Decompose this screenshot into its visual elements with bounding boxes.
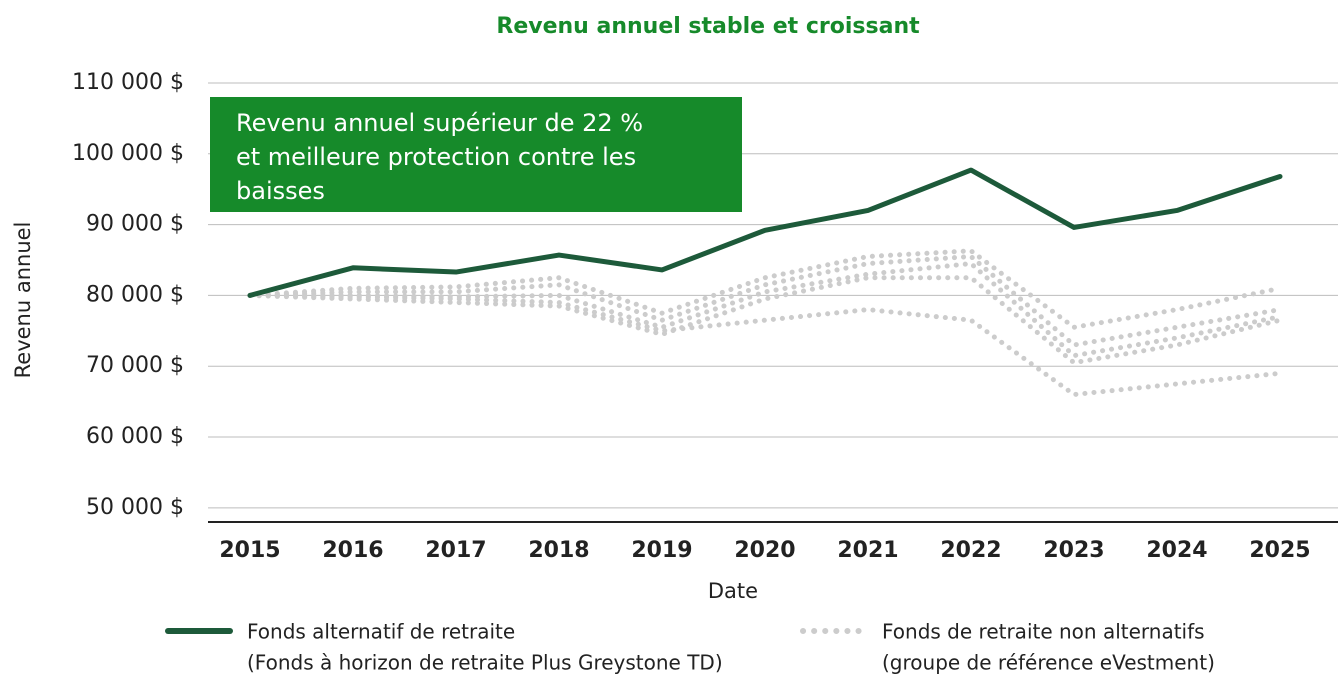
legend-label: Fonds de retraite non alternatifs — [882, 620, 1205, 644]
benchmark-line — [247, 261, 1283, 359]
x-axis-label: Date — [708, 579, 758, 603]
annotation-text: baisses — [236, 177, 325, 205]
benchmark-line — [247, 292, 1283, 398]
annotation-box — [210, 97, 742, 212]
y-tick-label: 110 000 $ — [72, 70, 184, 95]
y-tick-label: 70 000 $ — [86, 353, 184, 378]
annotation-text: Revenu annuel supérieur de 22 % — [236, 109, 643, 137]
y-tick-label: 90 000 $ — [86, 212, 184, 237]
chart-title: Revenu annuel stable et croissant — [496, 14, 920, 39]
legend-label: (groupe de référence eVestment) — [882, 651, 1215, 675]
legend-label: (Fonds à horizon de retraite Plus Greyst… — [247, 651, 723, 675]
x-tick-label: 2015 — [219, 538, 280, 563]
fund-line — [247, 167, 1283, 298]
x-tick-label: 2022 — [940, 538, 1001, 563]
x-tick-label: 2019 — [631, 538, 692, 563]
annotation-text: et meilleure protection contre les — [236, 143, 636, 171]
y-tick-label: 60 000 $ — [86, 424, 184, 449]
x-tick-label: 2020 — [734, 538, 795, 563]
y-tick-label: 50 000 $ — [86, 495, 184, 520]
y-axis-label: Revenu annuel — [11, 222, 35, 379]
legend-label: Fonds alternatif de retraite — [247, 620, 515, 644]
benchmark-line — [247, 275, 1283, 366]
x-tick-label: 2025 — [1249, 538, 1310, 563]
y-tick-label: 80 000 $ — [86, 282, 184, 307]
x-tick-label: 2024 — [1146, 538, 1207, 563]
x-tick-label: 2017 — [425, 538, 486, 563]
x-tick-label: 2021 — [837, 538, 898, 563]
benchmark-line — [247, 253, 1283, 348]
x-tick-label: 2023 — [1043, 538, 1104, 563]
x-tick-label: 2018 — [528, 538, 589, 563]
y-tick-label: 100 000 $ — [72, 141, 184, 166]
benchmark-line — [247, 248, 1283, 330]
x-tick-label: 2016 — [322, 538, 383, 563]
